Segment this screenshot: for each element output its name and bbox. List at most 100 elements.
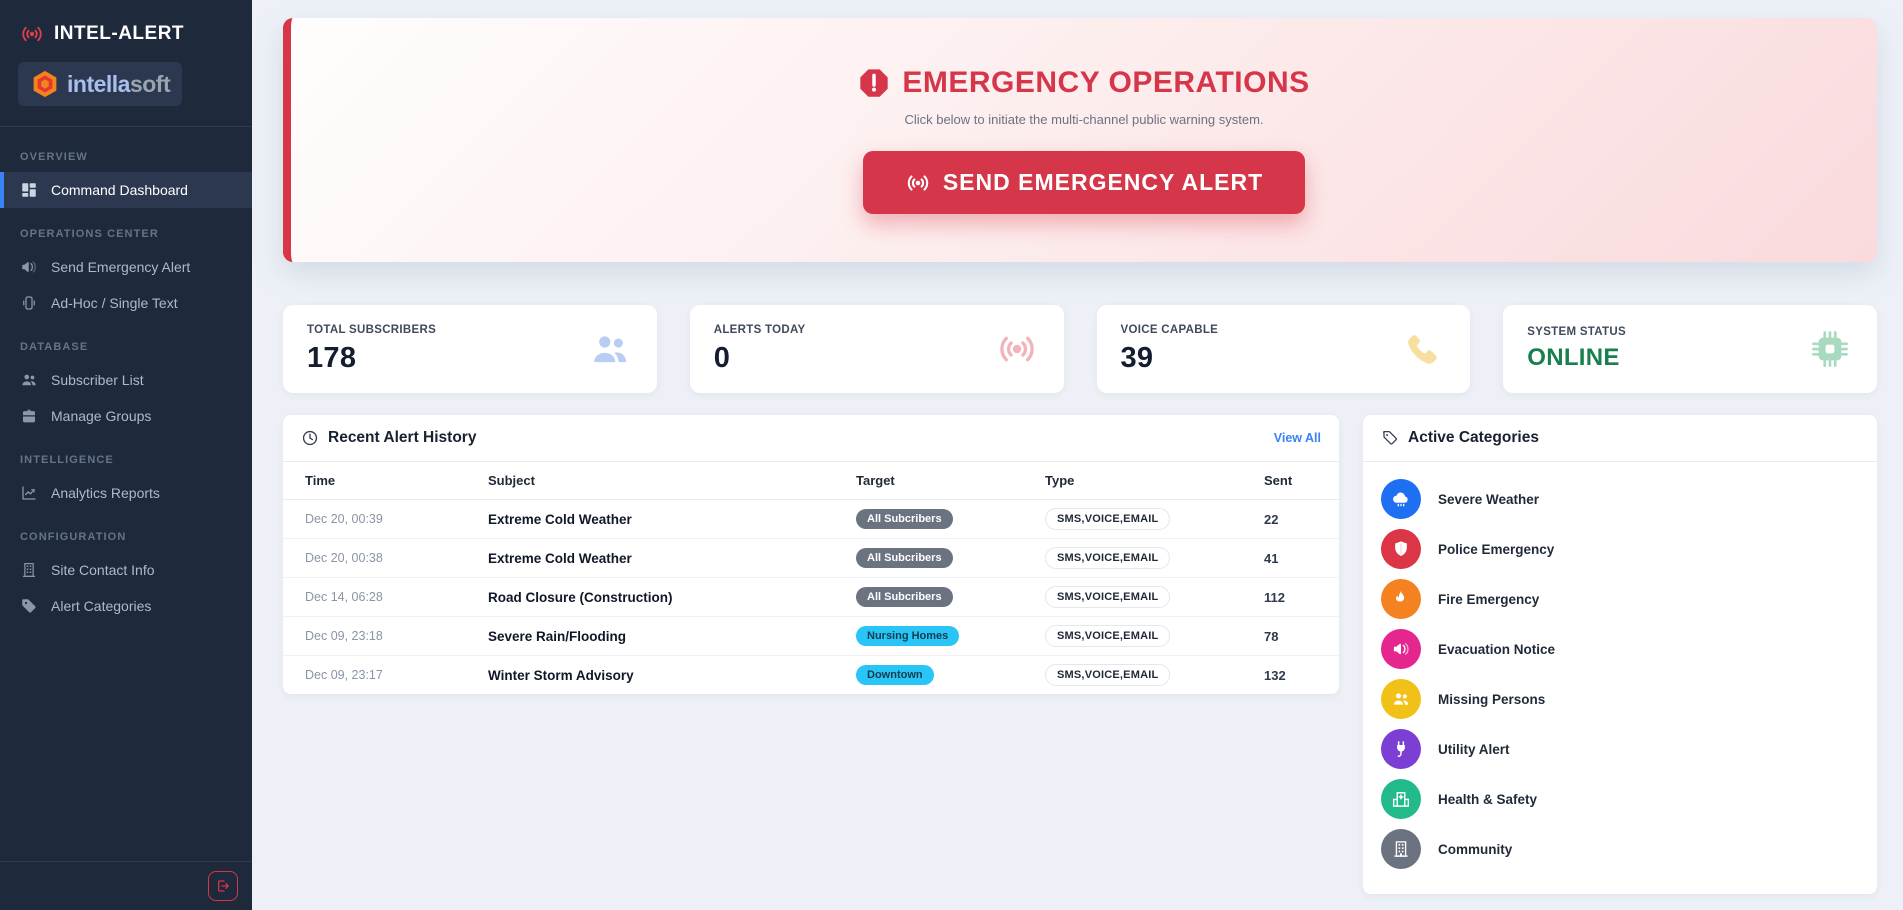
cell-target: All Subcribers (856, 538, 1045, 578)
cell-target: Downtown (856, 656, 1045, 695)
logout-button[interactable] (208, 871, 238, 901)
stat-label: TOTAL SUBSCRIBERS (307, 323, 437, 336)
target-badge: All Subcribers (856, 587, 953, 607)
chip-icon (1809, 328, 1851, 370)
sidebar-item-adhoc-single-text[interactable]: Ad-Hoc / Single Text (0, 285, 252, 321)
category-label: Missing Persons (1438, 691, 1546, 707)
stat-card-voice-capable: VOICE CAPABLE 39 (1096, 305, 1471, 393)
column-header-subject: Subject (488, 462, 856, 500)
sidebar-item-label: Send Emergency Alert (51, 259, 191, 275)
category-label: Severe Weather (1438, 491, 1540, 507)
stat-value: 39 (1120, 341, 1154, 374)
sidebar-item-alert-categories[interactable]: Alert Categories (0, 588, 252, 624)
category-list: Severe Weather Police Emergency Fire Eme… (1363, 462, 1877, 894)
sidebar-divider (0, 126, 252, 127)
send-emergency-alert-button[interactable]: SEND EMERGENCY ALERT (862, 151, 1306, 214)
sidebar-item-label: Manage Groups (51, 408, 152, 424)
dashboard-icon (20, 181, 38, 199)
table-row: Dec 09, 23:17 Winter Storm Advisory Down… (283, 656, 1339, 695)
view-all-link[interactable]: View All (1273, 431, 1321, 445)
cell-type: SMS,VOICE,EMAIL (1045, 577, 1264, 617)
flame-icon (1381, 579, 1421, 619)
users-icon (589, 328, 631, 370)
tag-icon (1381, 429, 1399, 447)
sidebar-nav: OVERVIEW Command Dashboard OPERATIONS CE… (0, 127, 252, 861)
users-icon (1381, 679, 1421, 719)
building-icon (20, 561, 38, 579)
cell-time: Dec 09, 23:17 (305, 668, 383, 682)
cell-subject: Extreme Cold Weather (488, 499, 856, 539)
cell-target: All Subcribers (856, 577, 1045, 617)
phone-icon (1402, 328, 1444, 370)
category-label: Fire Emergency (1438, 591, 1540, 607)
cell-sent: 132 (1264, 667, 1286, 683)
sidebar-item-manage-groups[interactable]: Manage Groups (0, 398, 252, 434)
cell-sent: 112 (1264, 577, 1339, 617)
banner-title-row: EMERGENCY OPERATIONS (858, 66, 1309, 100)
column-header-time: Time (283, 462, 488, 500)
main-content: EMERGENCY OPERATIONS Click below to init… (252, 0, 1903, 910)
category-item-community: Community (1363, 824, 1877, 874)
alert-history-title-group: Recent Alert History (301, 429, 476, 447)
stat-text: ALERTS TODAY 0 (714, 324, 806, 375)
cell-time: Dec 14, 06:28 (283, 577, 488, 617)
brand-title: INTEL-ALERT (54, 23, 185, 44)
briefcase-icon (20, 407, 38, 425)
sidebar-item-label: Alert Categories (51, 598, 152, 614)
category-item-health-safety: Health & Safety (1363, 774, 1877, 824)
category-label: Evacuation Notice (1438, 641, 1556, 657)
stat-label: VOICE CAPABLE (1120, 323, 1219, 336)
sidebar-item-command-dashboard[interactable]: Command Dashboard (0, 172, 252, 208)
category-item-evacuation-notice: Evacuation Notice (1363, 624, 1877, 674)
stat-label: ALERTS TODAY (713, 323, 806, 336)
clock-icon (301, 429, 319, 447)
alert-history-table: Time Subject Target Type Sent Dec 20, 00… (283, 462, 1339, 694)
sidebar-item-send-emergency-alert[interactable]: Send Emergency Alert (0, 249, 252, 285)
sidebar-footer (0, 861, 252, 910)
emergency-banner: EMERGENCY OPERATIONS Click below to init… (283, 18, 1877, 262)
category-label: Community (1438, 841, 1513, 857)
cloud-rain-icon (1381, 479, 1421, 519)
sidebar-item-analytics-reports[interactable]: Analytics Reports (0, 475, 252, 511)
cell-subject: Extreme Cold Weather (488, 538, 856, 578)
column-header-type: Type (1045, 462, 1264, 500)
cell-subject: Road Closure (Construction) (488, 577, 856, 617)
megaphone-icon (1381, 629, 1421, 669)
type-badge: SMS,VOICE,EMAIL (1045, 664, 1171, 686)
category-item-severe-weather: Severe Weather (1363, 474, 1877, 524)
intellasoft-logo-text: intellasoft (67, 70, 171, 97)
alert-history-title: Recent Alert History (328, 429, 477, 446)
category-item-fire-emergency: Fire Emergency (1363, 574, 1877, 624)
column-header-sent: Sent (1264, 462, 1339, 500)
intellasoft-logo-icon (30, 69, 60, 99)
category-label: Utility Alert (1438, 741, 1510, 757)
content-row: Recent Alert History View All Time Subje… (283, 415, 1877, 894)
category-item-utility-alert: Utility Alert (1363, 724, 1877, 774)
megaphone-icon (20, 258, 38, 276)
target-badge: All Subcribers (856, 548, 953, 568)
type-badge: SMS,VOICE,EMAIL (1045, 547, 1171, 569)
section-label-operations-center: OPERATIONS CENTER (20, 228, 159, 240)
category-label: Police Emergency (1438, 541, 1555, 557)
category-item-police-emergency: Police Emergency (1363, 524, 1877, 574)
stat-text: TOTAL SUBSCRIBERS 178 (307, 324, 436, 375)
mobile-vibrate-icon (20, 294, 38, 312)
warning-octagon-icon (858, 67, 890, 99)
category-item-missing-persons: Missing Persons (1363, 674, 1877, 724)
sidebar-item-site-contact-info[interactable]: Site Contact Info (0, 552, 252, 588)
cell-sent: 78 (1264, 616, 1339, 656)
send-emergency-alert-label: SEND EMERGENCY ALERT (942, 169, 1264, 195)
recent-alert-history-card: Recent Alert History View All Time Subje… (283, 415, 1339, 694)
sidebar-item-subscriber-list[interactable]: Subscriber List (0, 362, 252, 398)
column-header-target: Target (856, 462, 1045, 500)
stat-text: SYSTEM STATUS ONLINE (1527, 326, 1626, 372)
shield-icon (1381, 529, 1421, 569)
sidebar-item-label: Subscriber List (51, 372, 144, 388)
cell-type: SMS,VOICE,EMAIL (1045, 656, 1264, 695)
plug-icon (1381, 729, 1421, 769)
sidebar-item-label: Ad-Hoc / Single Text (51, 295, 178, 311)
category-label: Health & Safety (1438, 791, 1538, 807)
sidebar: INTEL-ALERT intellasoft OVERVIEW Command (0, 0, 252, 910)
cell-type: SMS,VOICE,EMAIL (1045, 538, 1264, 578)
